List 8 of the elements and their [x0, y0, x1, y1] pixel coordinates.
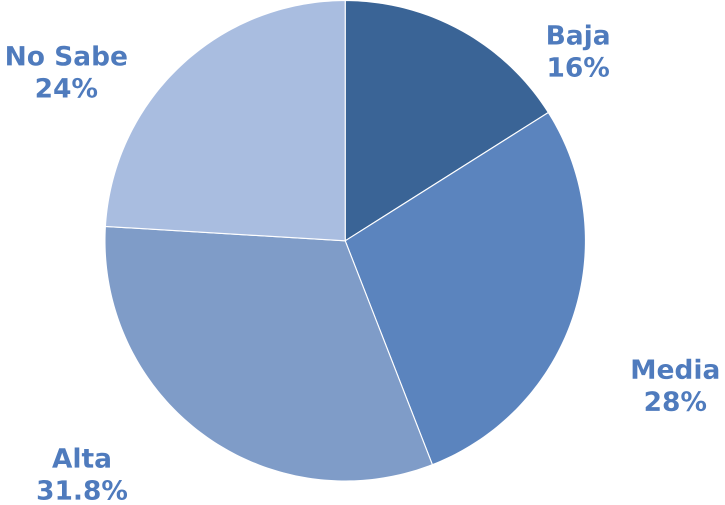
slice-label: Alta	[52, 448, 110, 468]
slice-label: Media	[632, 358, 718, 380]
data-label: 16%	[549, 57, 609, 78]
data-label: 28%	[646, 391, 706, 412]
data-label: 24%	[36, 78, 98, 98]
slice-label: Baja	[548, 24, 609, 50]
slice-label: No Sabe	[7, 46, 127, 66]
data-label: 31.8%	[38, 480, 128, 500]
